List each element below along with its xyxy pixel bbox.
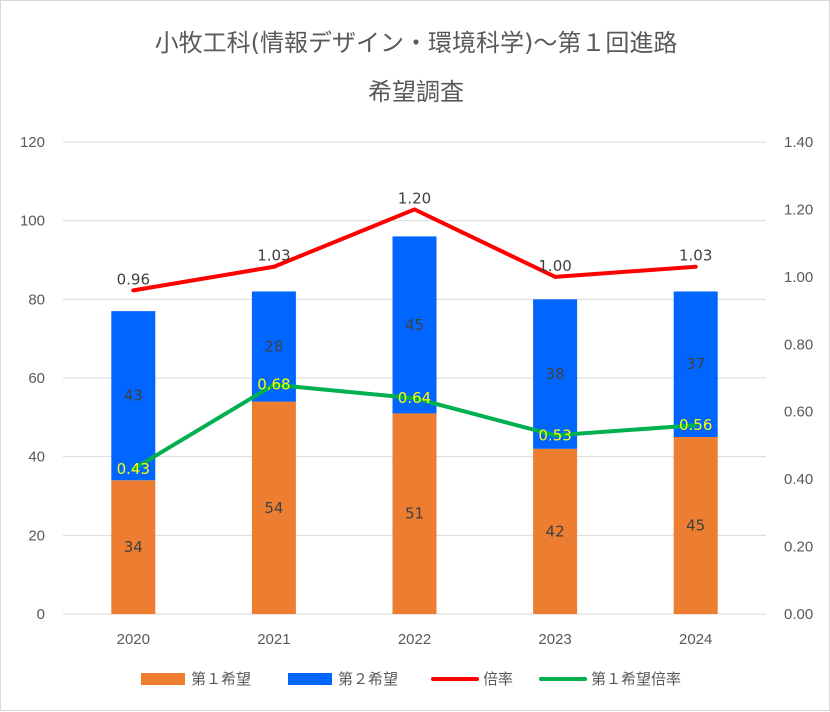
legend-label: 第２希望 — [338, 670, 398, 688]
first-choice-ratio-data-label: 0.56 — [679, 416, 712, 434]
bar-data-label: 34 — [124, 538, 143, 556]
y-right-tick-label: 0.60 — [784, 404, 813, 421]
chart-svg: 小牧工科(情報デザイン・環境科学)～第１回進路 希望調査 34 54 51 42 45 4… — [1, 1, 830, 712]
y-right-tick-label: 1.40 — [784, 134, 813, 151]
ratio-data-label: 1.03 — [257, 247, 290, 265]
bar-data-label: 37 — [686, 355, 705, 373]
ratio-data-label: 1.20 — [398, 189, 431, 207]
bar-data-label: 51 — [405, 505, 424, 523]
y-left-tick-label: 20 — [28, 527, 45, 544]
legend-label: 第１希望 — [191, 670, 251, 688]
legend-swatch — [141, 673, 185, 685]
ratio-data-label: 1.03 — [679, 247, 712, 265]
y-left-tick-label: 100 — [20, 213, 45, 230]
y-right-tick-label: 0.00 — [784, 606, 813, 623]
chart-title-line1: 小牧工科(情報デザイン・環境科学)～第１回進路 — [155, 29, 678, 57]
x-tick-label: 2022 — [398, 631, 431, 648]
bar-data-label: 43 — [124, 387, 143, 405]
x-tick-label: 2020 — [117, 631, 150, 648]
y-right-tick-label: 0.80 — [784, 336, 813, 353]
first-choice-ratio-data-label: 0.43 — [117, 460, 150, 478]
bar-data-label: 42 — [546, 522, 565, 540]
first-choice-ratio-data-label: 0.68 — [257, 376, 290, 394]
bar-data-label: 54 — [264, 499, 283, 517]
bar-data-label: 28 — [264, 338, 283, 356]
chart-title-line2: 希望調査 — [368, 78, 464, 106]
x-tick-label: 2024 — [679, 631, 712, 648]
bar-data-label: 45 — [686, 517, 705, 535]
y-left-tick-label: 60 — [28, 370, 45, 387]
x-tick-label: 2021 — [257, 631, 290, 648]
y-left-tick-label: 40 — [28, 449, 45, 466]
chart-frame: 小牧工科(情報デザイン・環境科学)～第１回進路 希望調査 34 54 51 42 45 4… — [0, 0, 830, 711]
y-left-tick-label: 120 — [20, 134, 45, 151]
legend-label: 第１希望倍率 — [591, 670, 681, 688]
first-choice-ratio-data-label: 0.53 — [538, 426, 571, 444]
y-right-tick-label: 0.20 — [784, 539, 813, 556]
bar-data-label: 38 — [546, 365, 565, 383]
legend: 第１希望 第２希望 倍率 第１希望倍率 — [141, 670, 681, 688]
y-right-tick-label: 1.00 — [784, 269, 813, 286]
legend-swatch — [288, 673, 332, 685]
y-left-tick-label: 80 — [28, 291, 45, 308]
ratio-data-label: 0.96 — [117, 270, 150, 288]
ratio-data-label: 1.00 — [538, 257, 571, 275]
first-choice-ratio-data-label: 0.64 — [398, 389, 431, 407]
x-tick-label: 2023 — [538, 631, 571, 648]
bar-data-label: 45 — [405, 316, 424, 334]
legend-label: 倍率 — [483, 670, 513, 688]
y-right-tick-label: 0.40 — [784, 471, 813, 488]
y-left-tick-label: 0 — [37, 606, 45, 623]
y-right-tick-label: 1.20 — [784, 201, 813, 218]
bars-group — [111, 236, 717, 614]
